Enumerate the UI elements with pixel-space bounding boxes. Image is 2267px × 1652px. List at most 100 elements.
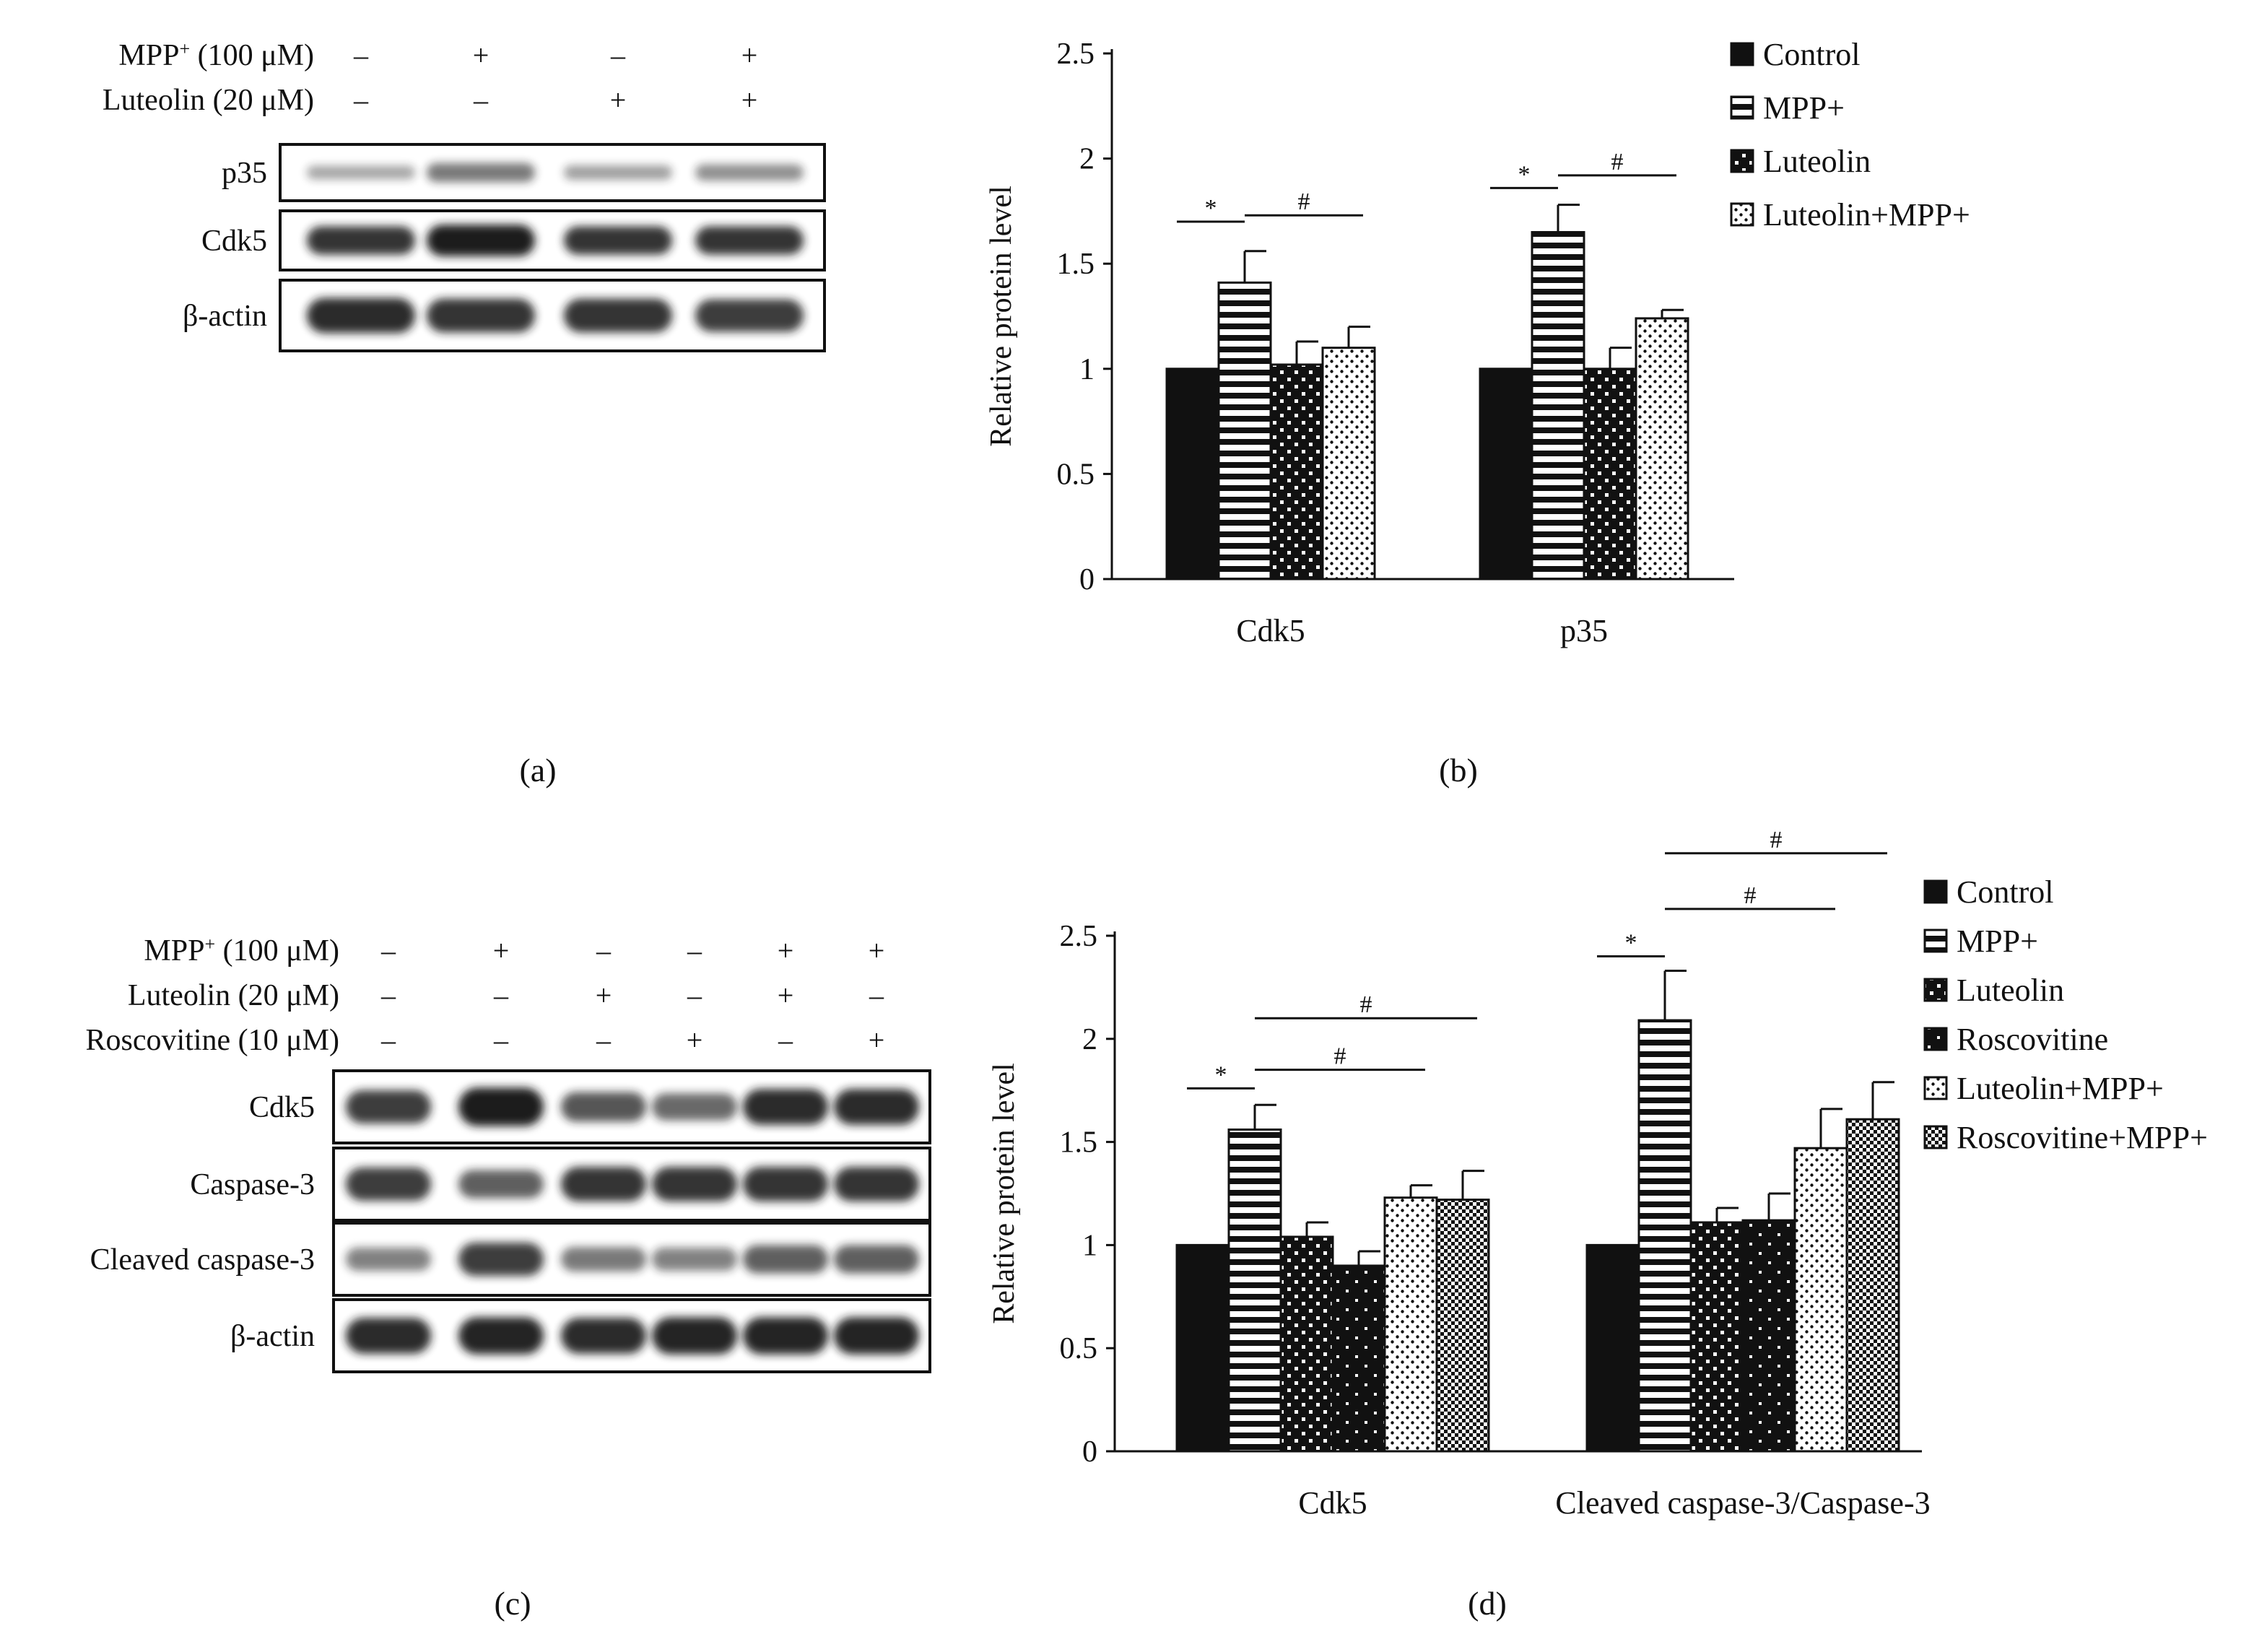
blot-band <box>427 298 535 333</box>
legend-swatch <box>1730 149 1754 173</box>
legend-label: MPP+ <box>1957 923 2038 959</box>
significance-symbol: # <box>1770 827 1783 853</box>
blot-band <box>564 226 672 255</box>
blot-band <box>834 1167 919 1201</box>
blot-band <box>834 1245 919 1274</box>
y-axis-label: Relative protein level <box>985 186 1018 447</box>
significance-symbol: # <box>1360 991 1372 1018</box>
blot-label: Caspase-3 <box>190 1168 315 1201</box>
blot-band <box>458 1087 544 1126</box>
bar <box>1175 1243 1230 1453</box>
y-tick-label: 1 <box>1082 1229 1097 1262</box>
lane-sign: – <box>596 934 612 967</box>
legend-swatch <box>1923 1076 1948 1100</box>
blot-band <box>695 226 804 255</box>
lane-sign: – <box>353 84 369 116</box>
bar <box>1227 1128 1282 1453</box>
blot-band <box>564 298 672 333</box>
lane-sign: + <box>610 84 627 116</box>
blot-band <box>743 1089 828 1125</box>
condition-label: Luteolin (20 μM) <box>128 979 339 1012</box>
category-label: p35 <box>1560 613 1608 648</box>
significance-symbol: # <box>1334 1043 1346 1070</box>
bar <box>1321 347 1376 581</box>
lane-sign: + <box>778 979 794 1012</box>
y-tick-label: 0.5 <box>1057 458 1095 491</box>
y-tick-label: 0.5 <box>1060 1332 1098 1365</box>
blot-band <box>564 165 672 181</box>
blot-band <box>743 1245 828 1274</box>
blot-band <box>307 226 415 255</box>
lane-sign: – <box>687 934 702 967</box>
condition-label: Luteolin (20 μM) <box>103 84 314 117</box>
legend-swatch <box>1730 42 1754 66</box>
lane-sign: – <box>778 1024 793 1056</box>
lane-sign: + <box>778 934 794 967</box>
significance-symbol: * <box>1205 195 1217 222</box>
legend-label: Control <box>1763 37 1860 72</box>
y-axis-label: Relative protein level <box>988 1063 1021 1324</box>
lane-sign: + <box>687 1024 703 1056</box>
bar <box>1217 281 1272 581</box>
legend-swatch <box>1923 1027 1948 1051</box>
bar <box>1689 1221 1744 1453</box>
y-tick-label: 2 <box>1082 1023 1097 1056</box>
significance-symbol: # <box>1744 882 1757 909</box>
panel-c-label: (c) <box>494 1585 531 1622</box>
lane-sign: – <box>473 84 489 116</box>
blot-band <box>346 1090 431 1123</box>
panel-c-western-blot: MPP+ (100 μM) – + – – + + Luteolin (20 μM) – – + – +… <box>86 934 931 1373</box>
lane-sign: + <box>869 934 885 967</box>
lane-sign: – <box>380 1024 396 1056</box>
blot-band <box>307 297 415 334</box>
bar <box>1635 317 1689 581</box>
condition-label: Roscovitine (10 μM) <box>86 1024 339 1057</box>
legend-label: Luteolin <box>1957 973 2064 1008</box>
bar <box>1269 363 1324 581</box>
blot-band <box>652 1248 737 1271</box>
bar <box>1165 368 1220 581</box>
bar <box>1845 1118 1900 1453</box>
y-tick-label: 1 <box>1079 353 1095 386</box>
blot-band <box>427 162 535 183</box>
significance-symbol: * <box>1625 930 1637 957</box>
blot-band <box>834 1089 919 1125</box>
lane-sign: + <box>473 39 489 71</box>
blot-band <box>834 1317 919 1355</box>
blot-band <box>561 1318 646 1354</box>
blot-label: β-actin <box>230 1320 315 1353</box>
y-tick-label: 2.5 <box>1060 920 1098 953</box>
blot-band <box>743 1317 828 1355</box>
blot-band <box>346 1168 431 1201</box>
y-tick-label: 0 <box>1082 1435 1097 1469</box>
panel-d-bar-chart: 0 0.5 1 1.5 2 2.5 Relative protein level Cdk5 Cl… <box>988 827 2208 1521</box>
significance-symbol: * <box>1518 161 1531 188</box>
y-tick-label: 2 <box>1079 143 1095 176</box>
y-tick-label: 1.5 <box>1060 1126 1098 1160</box>
y-tick-label: 2.5 <box>1057 38 1095 71</box>
blot-label: p35 <box>222 157 267 190</box>
legend-label: MPP+ <box>1763 90 1845 126</box>
blot-label: Cdk5 <box>249 1091 315 1124</box>
lane-sign: – <box>353 39 369 71</box>
bar <box>1585 1243 1640 1453</box>
bar <box>1435 1199 1490 1453</box>
blot-band <box>695 164 804 181</box>
bar <box>1583 368 1637 581</box>
category-label: Cdk5 <box>1236 613 1305 648</box>
legend-swatch <box>1923 1125 1948 1149</box>
lane-sign: + <box>869 1024 885 1056</box>
significance-symbol: * <box>1215 1061 1227 1088</box>
blot-band <box>652 1167 737 1201</box>
legend-swatch <box>1730 95 1754 120</box>
blot-band <box>458 1170 544 1199</box>
legend-label: Luteolin <box>1763 144 1871 179</box>
bar <box>1331 1264 1386 1453</box>
legend-label: Roscovitine+MPP+ <box>1957 1120 2208 1155</box>
legend-label: Roscovitine <box>1957 1022 2108 1057</box>
blot-band <box>652 1317 737 1355</box>
panel-b-label: (b) <box>1439 752 1478 788</box>
bar <box>1479 368 1533 581</box>
legend-label: Luteolin+MPP+ <box>1957 1071 2164 1106</box>
